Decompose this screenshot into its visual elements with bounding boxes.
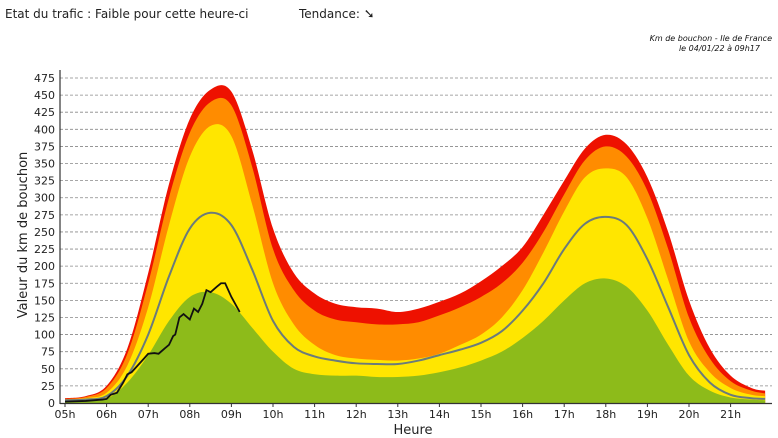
y-axis-label: Valeur du km de bouchon bbox=[16, 152, 31, 319]
x-tick-label: 07h bbox=[138, 408, 159, 421]
x-tick-label: 17h bbox=[554, 408, 575, 421]
arrow-down-right-icon: ➘ bbox=[363, 7, 375, 22]
x-tick-label: 11h bbox=[304, 408, 325, 421]
x-tick-label: 05h bbox=[55, 408, 76, 421]
y-tick-label: 100 bbox=[34, 329, 55, 342]
y-tick-label: 325 bbox=[34, 175, 55, 188]
y-tick-label: 450 bbox=[34, 89, 55, 102]
x-tick-label: 18h bbox=[595, 408, 616, 421]
y-tick-label: 175 bbox=[34, 277, 55, 290]
y-tick-label: 375 bbox=[34, 140, 55, 153]
y-tick-label: 300 bbox=[34, 192, 55, 205]
chart-title: Km de bouchon - Ile de France bbox=[649, 34, 772, 43]
trend: Tendance: ➘ bbox=[299, 7, 375, 22]
y-tick-label: 250 bbox=[34, 226, 55, 239]
y-tick-label: 425 bbox=[34, 106, 55, 119]
y-tick-label: 400 bbox=[34, 123, 55, 136]
x-tick-label: 08h bbox=[179, 408, 200, 421]
x-tick-label: 21h bbox=[720, 408, 741, 421]
y-tick-label: 50 bbox=[41, 363, 55, 376]
y-tick-label: 200 bbox=[34, 260, 55, 273]
traffic-status: Etat du trafic : Faible pour cette heure… bbox=[5, 7, 249, 21]
x-tick-label: 12h bbox=[346, 408, 367, 421]
y-tick-label: 475 bbox=[34, 72, 55, 85]
low-band bbox=[65, 278, 766, 403]
y-tick-label: 150 bbox=[34, 294, 55, 307]
x-tick-label: 15h bbox=[471, 408, 492, 421]
y-tick-label: 25 bbox=[41, 380, 55, 393]
areas bbox=[65, 85, 766, 404]
axes: 0 25 50 75 100 125 150 175 200 225 250 275 300 325 350… bbox=[34, 70, 772, 421]
lines bbox=[64, 211, 766, 403]
x-tick-label: 19h bbox=[637, 408, 658, 421]
x-tick-label: 14h bbox=[429, 408, 450, 421]
y-tick-label: 225 bbox=[34, 243, 55, 256]
chart-date: le 04/01/22 à 09h17 bbox=[678, 44, 760, 53]
x-tick-label: 16h bbox=[512, 408, 533, 421]
today-line bbox=[64, 282, 241, 403]
x-tick-label: 06h bbox=[96, 408, 117, 421]
y-tick-label: 0 bbox=[48, 397, 55, 410]
average-line bbox=[64, 211, 766, 402]
x-tick-label: 20h bbox=[679, 408, 700, 421]
x-axis-label: Heure bbox=[393, 423, 432, 438]
x-tick-label: 09h bbox=[221, 408, 242, 421]
y-tick-label: 275 bbox=[34, 209, 55, 222]
y-tick-label: 125 bbox=[34, 311, 55, 324]
x-tick-label: 13h bbox=[387, 408, 408, 421]
x-tick-label: 10h bbox=[263, 408, 284, 421]
y-tick-label: 75 bbox=[41, 346, 55, 359]
y-tick-label: 350 bbox=[34, 158, 55, 171]
trend-label: Tendance: bbox=[299, 7, 360, 21]
